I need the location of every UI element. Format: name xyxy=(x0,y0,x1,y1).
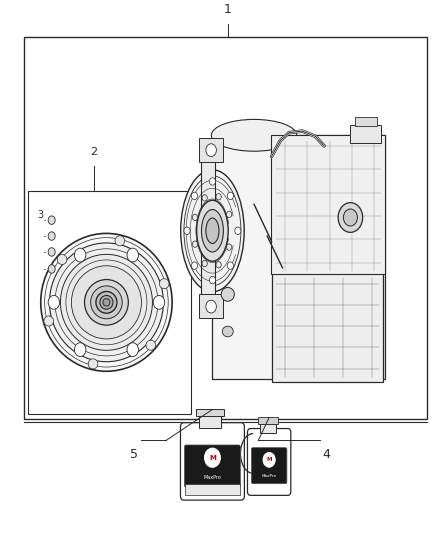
Ellipse shape xyxy=(206,218,219,244)
FancyBboxPatch shape xyxy=(247,429,291,495)
Text: 2: 2 xyxy=(91,147,98,157)
Circle shape xyxy=(202,261,207,266)
Ellipse shape xyxy=(41,233,172,372)
Circle shape xyxy=(127,343,138,357)
Ellipse shape xyxy=(96,292,117,313)
Text: M: M xyxy=(209,455,216,461)
FancyBboxPatch shape xyxy=(251,448,287,483)
Ellipse shape xyxy=(91,286,122,319)
Ellipse shape xyxy=(201,209,223,252)
Text: MaxPro: MaxPro xyxy=(261,474,277,478)
Ellipse shape xyxy=(223,326,233,337)
Bar xyxy=(24,37,427,419)
Circle shape xyxy=(127,248,138,262)
Circle shape xyxy=(48,265,55,273)
Ellipse shape xyxy=(71,266,141,339)
Bar xyxy=(199,415,221,428)
Circle shape xyxy=(235,227,241,235)
Ellipse shape xyxy=(44,316,53,326)
Bar xyxy=(196,409,224,416)
Circle shape xyxy=(209,177,215,185)
Circle shape xyxy=(202,195,207,201)
Bar xyxy=(271,135,385,274)
Ellipse shape xyxy=(49,243,163,362)
Text: 5: 5 xyxy=(130,448,138,461)
Text: MaxPro: MaxPro xyxy=(204,475,221,480)
Text: M: M xyxy=(266,457,272,462)
Ellipse shape xyxy=(197,200,228,261)
Ellipse shape xyxy=(221,287,234,301)
Circle shape xyxy=(153,295,165,309)
Ellipse shape xyxy=(57,254,67,264)
Ellipse shape xyxy=(180,170,244,292)
Ellipse shape xyxy=(100,295,113,309)
Bar xyxy=(199,294,223,318)
Text: 3: 3 xyxy=(37,210,43,220)
Ellipse shape xyxy=(88,359,98,369)
Bar xyxy=(350,125,381,143)
Circle shape xyxy=(209,276,215,284)
Circle shape xyxy=(263,453,275,467)
Bar xyxy=(272,273,383,382)
Circle shape xyxy=(74,343,86,357)
Bar xyxy=(28,191,191,414)
Bar xyxy=(201,146,215,316)
Circle shape xyxy=(192,214,198,221)
Bar xyxy=(258,417,278,424)
Bar xyxy=(355,117,377,126)
Ellipse shape xyxy=(85,279,128,325)
Circle shape xyxy=(184,227,190,235)
Bar xyxy=(212,135,385,379)
Ellipse shape xyxy=(60,254,152,350)
Circle shape xyxy=(343,209,357,226)
Circle shape xyxy=(206,300,216,313)
Circle shape xyxy=(48,232,55,240)
Circle shape xyxy=(206,144,216,157)
Ellipse shape xyxy=(211,119,297,151)
Circle shape xyxy=(227,262,233,269)
Bar xyxy=(199,138,223,162)
Ellipse shape xyxy=(146,340,155,350)
Ellipse shape xyxy=(115,236,125,246)
Circle shape xyxy=(74,248,86,262)
FancyBboxPatch shape xyxy=(184,445,240,487)
Text: 4: 4 xyxy=(322,448,330,461)
Circle shape xyxy=(48,216,55,224)
FancyBboxPatch shape xyxy=(180,423,244,500)
Circle shape xyxy=(216,262,221,268)
Circle shape xyxy=(226,211,232,217)
Circle shape xyxy=(216,193,221,200)
Circle shape xyxy=(205,448,220,467)
Circle shape xyxy=(48,295,60,309)
Circle shape xyxy=(48,248,55,256)
Bar xyxy=(260,424,276,433)
Circle shape xyxy=(191,262,198,269)
Circle shape xyxy=(338,203,363,232)
Ellipse shape xyxy=(159,279,169,289)
Circle shape xyxy=(191,192,198,199)
Circle shape xyxy=(192,241,198,247)
Circle shape xyxy=(227,192,233,199)
Bar xyxy=(185,484,240,495)
Ellipse shape xyxy=(103,298,110,306)
Circle shape xyxy=(226,244,232,251)
Text: 1: 1 xyxy=(224,3,232,16)
